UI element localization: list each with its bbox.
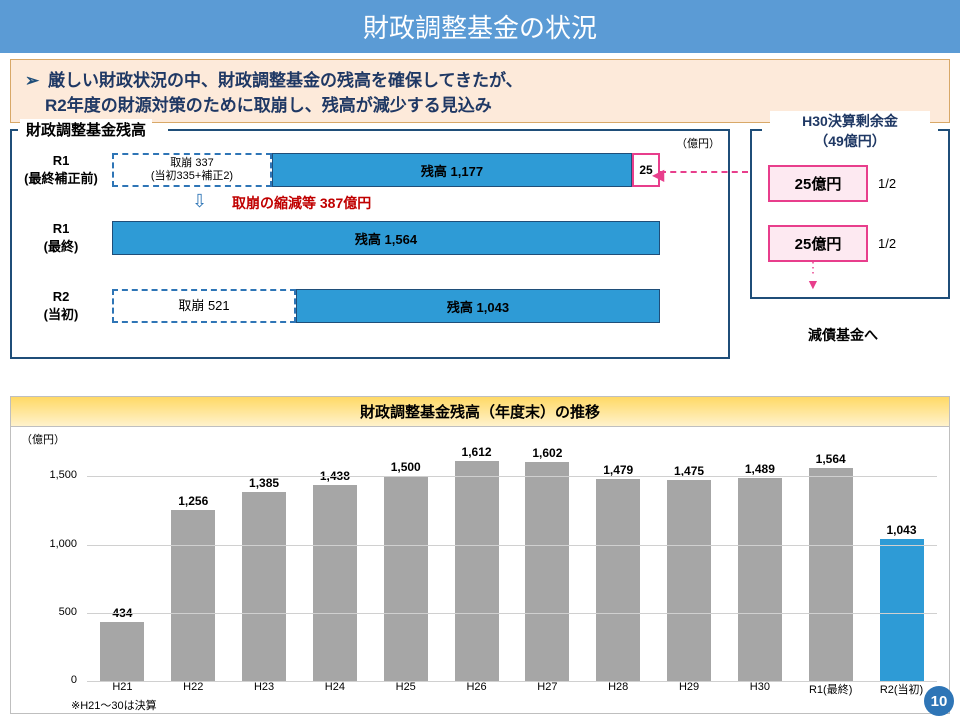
summary-line2: R2年度の財源対策のために取崩し、残高が減少する見込み bbox=[45, 96, 492, 115]
summary-line1: 厳しい財政状況の中、財政調整基金の残高を確保してきたが、 bbox=[48, 71, 523, 90]
x-labels: H21H22H23H24H25H26H27H28H29H30R1(最終)R2(当… bbox=[87, 681, 937, 697]
row1-dash: 取崩 337(当初335+補正2) bbox=[112, 153, 272, 187]
bullet-arrow: ➢ bbox=[25, 71, 39, 90]
row2-label: R1(最終) bbox=[16, 221, 106, 255]
surplus-item2: 25億円 1/2 bbox=[768, 225, 896, 262]
middle-section: 財政調整基金残高 （億円） R1(最終補正前) 取崩 337(当初335+補正2… bbox=[10, 129, 950, 367]
row2-blue: 残高 1,564 bbox=[112, 221, 660, 255]
surplus-group: H30決算剰余金（49億円） 25億円 1/2 25億円 1/2 bbox=[750, 129, 950, 299]
surplus-amt1: 25億円 bbox=[768, 165, 868, 202]
page-number: 10 bbox=[924, 686, 954, 716]
page-title: 財政調整基金の状況 bbox=[0, 0, 960, 53]
unit-label: （億円） bbox=[676, 135, 720, 151]
row1-label: R1(最終補正前) bbox=[16, 153, 106, 187]
bar-chart: 財政調整基金残高（年度末）の推移 （億円） 4341,2561,3851,438… bbox=[10, 396, 950, 714]
row3-label: R2(当初) bbox=[16, 289, 106, 323]
bottom-label: 減債基金へ bbox=[808, 325, 878, 345]
surplus-amt2: 25億円 bbox=[768, 225, 868, 262]
right-group-title: H30決算剰余金（49億円） bbox=[770, 111, 930, 151]
row1-blue: 残高 1,177 bbox=[272, 153, 632, 187]
pink-down-dots: ⋮▼ bbox=[806, 259, 820, 292]
surplus-frac1: 1/2 bbox=[878, 176, 896, 191]
row3-dash: 取崩 521 bbox=[112, 289, 296, 323]
chart-title: 財政調整基金残高（年度末）の推移 bbox=[11, 397, 949, 427]
chart-body: （億円） 4341,2561,3851,4381,5001,6121,6021,… bbox=[11, 427, 949, 715]
pink-arrow1: ◀ bbox=[660, 171, 748, 173]
surplus-frac2: 1/2 bbox=[878, 236, 896, 251]
surplus-item1: 25億円 1/2 bbox=[768, 165, 896, 202]
red-reduction-text: 取崩の縮減等 387億円 bbox=[232, 193, 371, 213]
fund-balance-group: 財政調整基金残高 （億円） R1(最終補正前) 取崩 337(当初335+補正2… bbox=[10, 129, 730, 359]
row3-blue: 残高 1,043 bbox=[296, 289, 660, 323]
y-unit: （億円） bbox=[21, 431, 65, 447]
down-arrow-icon: ⇩ bbox=[192, 191, 207, 212]
left-group-title: 財政調整基金残高 bbox=[20, 119, 152, 140]
chart-note: ※H21～30は決算 bbox=[71, 697, 157, 713]
bars-container: 4341,2561,3851,4381,5001,6121,6021,4791,… bbox=[87, 449, 937, 681]
